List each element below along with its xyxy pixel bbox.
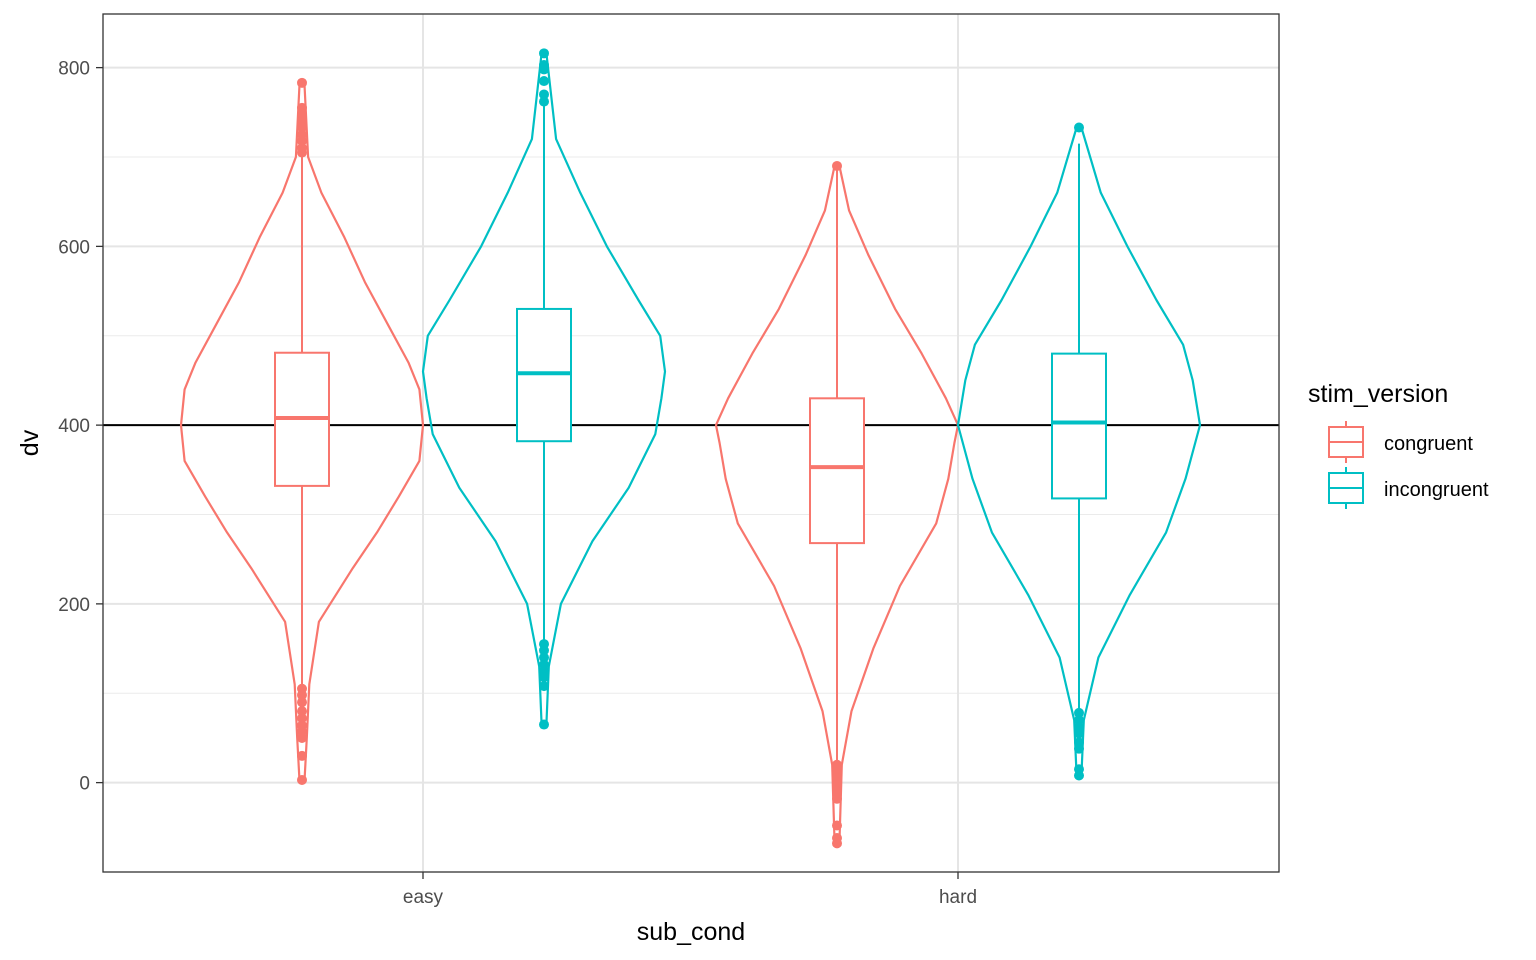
legend-label-congruent: congruent [1384,433,1473,455]
y-axis-title: dv [16,429,44,456]
outlier-point [539,719,549,730]
outlier-point [1074,715,1084,726]
outlier-point [832,786,842,797]
outlier-point [539,48,549,59]
x-axis-title: sub_cond [637,918,745,946]
panel-border [102,13,1280,873]
outlier-point [1074,707,1084,718]
legend-key-congruent [1328,421,1364,463]
outlier-point [539,89,549,100]
x-tick-label: easy [403,887,444,908]
violin-layer [179,52,1202,845]
outlier-point [297,77,307,88]
outlier-point [539,652,549,663]
outlier-point [297,706,307,717]
legend-title: stim_version [1308,380,1448,408]
axis-layer: 0 200 400 600 800 easy hard [58,59,977,908]
outlier-point [297,750,307,761]
outlier-point [832,793,842,804]
box-incongruent-hard [1051,352,1107,500]
y-tick-label: 200 [58,595,90,616]
outlier-point [297,774,307,785]
outlier-point [832,820,842,831]
outlier-point [539,681,549,692]
box-congruent-hard [809,397,865,545]
outlier-point [832,838,842,849]
outlier-point [1074,770,1084,781]
y-tick-label: 400 [58,416,90,437]
outlier-point [832,160,842,171]
legend-label-incongruent: incongruent [1384,479,1489,501]
y-tick-label: 0 [79,774,90,795]
outlier-point [539,76,549,87]
outlier-point [297,135,307,146]
outlier-point [297,713,307,724]
outlier-point [539,672,549,683]
outlier-point [297,697,307,708]
outlier-point [539,645,549,656]
outlier-point [297,109,307,120]
y-tick-label: 800 [58,59,90,80]
outlier-point [297,732,307,743]
outlier-point [539,96,549,107]
x-tick-label: hard [939,887,977,908]
outlier-point [297,690,307,701]
outlier-point [1074,728,1084,739]
y-tick-label: 600 [58,237,90,258]
outlier-point [297,122,307,133]
outlier-point [297,147,307,158]
outlier-point [1074,743,1084,754]
outlier-point [539,64,549,75]
outlier-point [1074,122,1084,133]
legend-key-incongruent [1328,467,1364,509]
box-layer [274,48,1107,849]
legend: stim_version congruent incongruent [1308,380,1489,509]
